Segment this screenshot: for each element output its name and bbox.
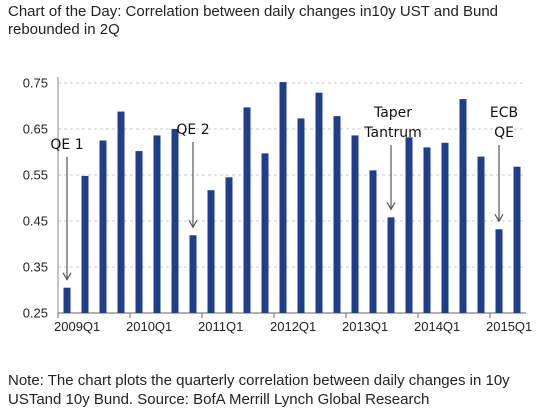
bar — [351, 135, 359, 313]
x-tick-label: 2010Q1 — [126, 319, 172, 334]
annotation-label: QE — [494, 125, 514, 141]
bar — [63, 287, 71, 313]
bar — [423, 147, 431, 313]
bar — [207, 190, 215, 313]
annotation-arrowhead — [188, 219, 198, 229]
x-tick-label: 2009Q1 — [54, 319, 100, 334]
bar — [99, 140, 107, 313]
annotation-label: ECB — [490, 105, 518, 121]
bar — [81, 175, 89, 313]
x-tick-label: 2015Q1 — [486, 319, 532, 334]
bar — [243, 107, 251, 313]
y-tick-label: 0.45 — [23, 214, 48, 229]
annotation-arrowhead — [494, 213, 504, 223]
annotation-arrowhead — [62, 272, 72, 281]
annotation-label: Taper — [373, 105, 412, 121]
bar — [513, 166, 521, 313]
x-tick-label: 2014Q1 — [414, 319, 460, 334]
bar-chart: 0.75 0.65 0.55 0.45 0.35 0.25 2009Q1 2010Q1 2011… — [23, 76, 533, 335]
annotation-label: Tantrum — [363, 125, 421, 141]
bar — [117, 111, 125, 314]
bar — [279, 82, 287, 313]
bar — [477, 156, 485, 313]
annotation-arrowhead — [386, 202, 396, 211]
bar — [189, 235, 197, 313]
y-tick-label: 0.35 — [23, 260, 48, 275]
bar — [225, 177, 233, 313]
x-tick-label: 2011Q1 — [198, 319, 243, 334]
bar — [369, 170, 377, 313]
bar — [405, 137, 413, 313]
annotation-label: QE 1 — [50, 137, 83, 153]
bar — [153, 135, 161, 313]
annotation-label: QE 2 — [176, 122, 209, 138]
bar — [459, 99, 467, 313]
y-tick-label: 0.25 — [23, 306, 48, 321]
chart-note: Note: The chart plots the quarterly corr… — [8, 372, 510, 408]
y-tick-label: 0.75 — [23, 76, 48, 91]
bar — [441, 142, 449, 313]
bar — [171, 129, 179, 313]
bar — [261, 153, 269, 313]
y-tick-label: 0.65 — [23, 122, 48, 137]
x-tick-label: 2012Q1 — [270, 319, 316, 334]
bar — [297, 118, 305, 313]
x-tick-label: 2013Q1 — [342, 319, 388, 334]
bar — [495, 229, 503, 313]
chart-title: Chart of the Day: Correlation between da… — [8, 3, 499, 38]
bar — [135, 151, 143, 313]
bar — [387, 217, 395, 313]
bar — [315, 92, 323, 313]
y-tick-label: 0.55 — [23, 168, 48, 183]
bar — [333, 116, 341, 314]
